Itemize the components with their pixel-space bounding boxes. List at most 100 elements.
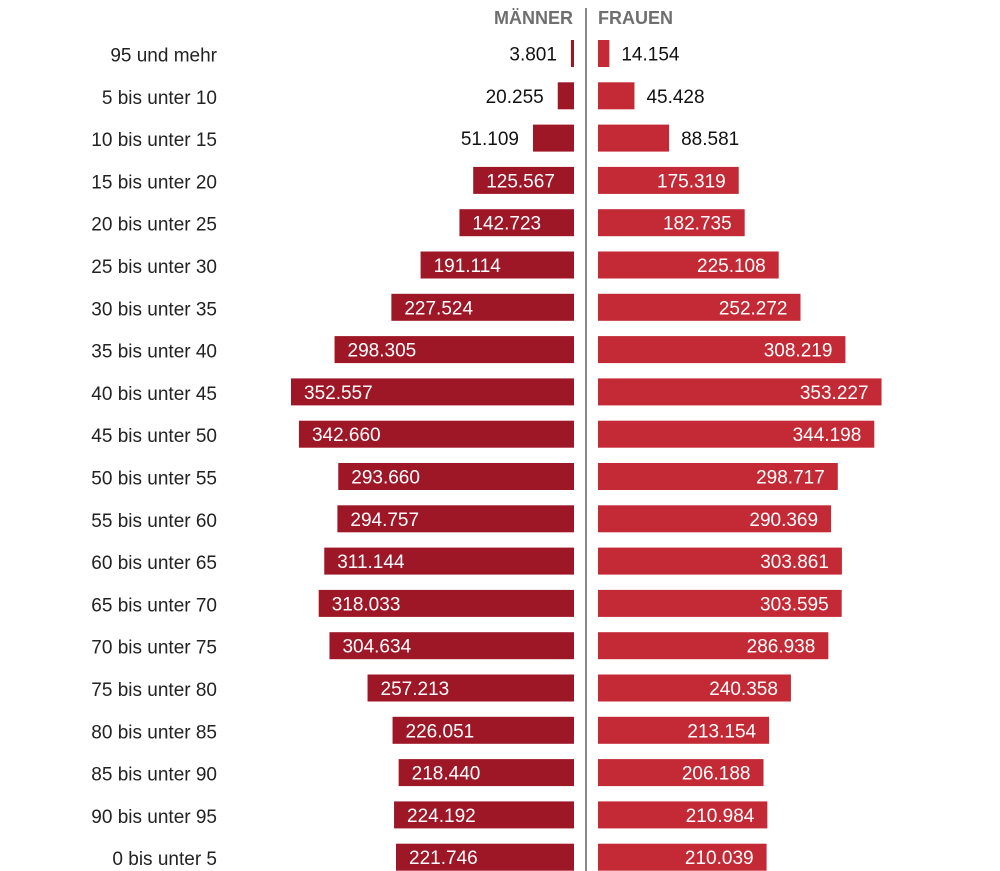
- bar-maenner: [570, 40, 574, 67]
- value-label-frauen: 175.319: [657, 171, 726, 192]
- value-label-frauen: 308.219: [764, 341, 833, 362]
- bar-frauen: [598, 801, 768, 829]
- value-label-maenner: 226.051: [406, 721, 475, 742]
- value-label-frauen: 225.108: [697, 256, 766, 277]
- bar-frauen: [598, 124, 670, 152]
- bar-frauen: [598, 82, 635, 110]
- value-label-frauen: 290.369: [749, 510, 818, 531]
- value-label-frauen: 182.735: [663, 214, 732, 235]
- value-label-maenner: 20.255: [486, 87, 544, 108]
- category-label: 85 bis unter 90: [91, 765, 217, 786]
- bar-maenner: [329, 632, 574, 660]
- category-label: 15 bis unter 20: [91, 172, 217, 193]
- bar-maenner: [367, 674, 574, 702]
- bar-frauen: [598, 674, 791, 702]
- category-label: 35 bis unter 40: [91, 342, 217, 363]
- bar-maenner: [420, 251, 574, 279]
- category-label: 55 bis unter 60: [91, 511, 217, 532]
- value-label-frauen: 344.198: [793, 425, 862, 446]
- value-label-frauen: 240.358: [709, 679, 778, 700]
- bar-frauen: [598, 293, 801, 321]
- bar-maenner: [291, 378, 574, 406]
- value-label-frauen: 252.272: [719, 298, 788, 319]
- value-label-frauen: 210.984: [686, 806, 755, 827]
- category-label: 90 bis unter 95: [91, 807, 217, 828]
- bar-maenner: [318, 589, 574, 617]
- category-label: 30 bis unter 35: [91, 299, 217, 320]
- value-label-maenner: 298.305: [348, 341, 417, 362]
- bar-frauen: [598, 166, 739, 194]
- value-label-maenner: 352.557: [304, 383, 373, 404]
- value-label-maenner: 125.567: [486, 171, 555, 192]
- bar-frauen: [598, 209, 745, 237]
- bar-maenner: [398, 759, 574, 787]
- value-label-maenner: 311.144: [337, 552, 405, 573]
- value-label-frauen: 353.227: [800, 383, 869, 404]
- category-label: 0 bis unter 5: [112, 849, 217, 870]
- bar-maenner: [338, 463, 574, 490]
- bar-frauen: [598, 251, 779, 279]
- category-label: 65 bis unter 70: [91, 595, 217, 616]
- bar-frauen: [598, 505, 832, 533]
- bar-frauen: [598, 716, 770, 744]
- bar-frauen: [598, 589, 842, 617]
- category-label: 75 bis unter 80: [91, 680, 217, 701]
- header-left: MÄNNER: [494, 8, 573, 28]
- bar-maenner: [459, 209, 574, 237]
- value-label-frauen: 286.938: [747, 637, 816, 658]
- value-label-maenner: 218.440: [412, 764, 481, 785]
- value-label-frauen: 303.861: [760, 552, 829, 573]
- value-label-maenner: 318.033: [332, 594, 401, 615]
- value-label-maenner: 294.757: [350, 510, 419, 531]
- bar-maenner: [298, 420, 574, 448]
- bar-maenner: [532, 124, 574, 152]
- bar-maenner: [337, 505, 574, 533]
- value-label-frauen: 45.428: [646, 87, 704, 108]
- bar-maenner: [391, 293, 574, 321]
- bar-frauen: [598, 632, 829, 660]
- category-label: 60 bis unter 65: [91, 553, 217, 574]
- bar-maenner: [394, 801, 574, 829]
- chart-rows: 95 und mehr 3.801 14.154 5 bis unter 10 20.2…: [91, 40, 882, 871]
- bar-maenner: [557, 82, 574, 110]
- bar-frauen: [598, 336, 846, 364]
- value-label-maenner: 51.109: [461, 129, 519, 150]
- value-label-frauen: 210.039: [685, 848, 754, 869]
- category-label: 40 bis unter 45: [91, 384, 217, 405]
- category-label: 95 und mehr: [110, 46, 217, 67]
- category-label: 45 bis unter 50: [91, 426, 217, 447]
- value-label-maenner: 257.213: [381, 679, 450, 700]
- value-label-frauen: 88.581: [681, 129, 739, 150]
- value-label-maenner: 191.114: [434, 256, 502, 277]
- value-label-maenner: 224.192: [407, 806, 476, 827]
- bar-maenner: [324, 547, 574, 575]
- value-label-frauen: 298.717: [756, 468, 825, 489]
- category-label: 25 bis unter 30: [91, 257, 217, 278]
- bar-maenner: [473, 166, 574, 194]
- bar-frauen: [598, 547, 842, 575]
- category-label: 10 bis unter 15: [91, 130, 217, 151]
- value-label-maenner: 304.634: [342, 637, 411, 658]
- category-label: 5 bis unter 10: [102, 88, 217, 109]
- value-label-frauen: 14.154: [621, 45, 680, 66]
- bar-frauen: [598, 759, 764, 787]
- value-label-frauen: 206.188: [682, 764, 751, 785]
- category-label: 50 bis unter 55: [91, 469, 217, 490]
- bar-frauen: [598, 843, 767, 871]
- bar-maenner: [396, 843, 574, 871]
- bar-frauen: [598, 40, 610, 67]
- bar-maenner: [334, 336, 574, 364]
- bar-maenner: [392, 716, 574, 744]
- value-label-maenner: 293.660: [351, 468, 420, 489]
- bar-frauen: [598, 378, 882, 406]
- value-label-maenner: 221.746: [409, 848, 478, 869]
- value-label-maenner: 3.801: [509, 45, 557, 66]
- bar-frauen: [598, 420, 875, 448]
- bar-frauen: [598, 463, 838, 490]
- category-label: 20 bis unter 25: [91, 215, 217, 236]
- value-label-maenner: 342.660: [312, 425, 381, 446]
- value-label-maenner: 227.524: [404, 298, 473, 319]
- value-label-maenner: 142.723: [472, 214, 541, 235]
- header-right: FRAUEN: [598, 8, 673, 28]
